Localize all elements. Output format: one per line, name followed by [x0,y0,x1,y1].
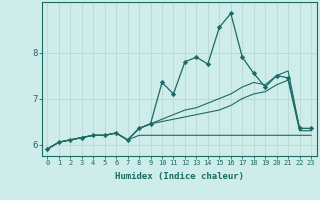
X-axis label: Humidex (Indice chaleur): Humidex (Indice chaleur) [115,172,244,181]
